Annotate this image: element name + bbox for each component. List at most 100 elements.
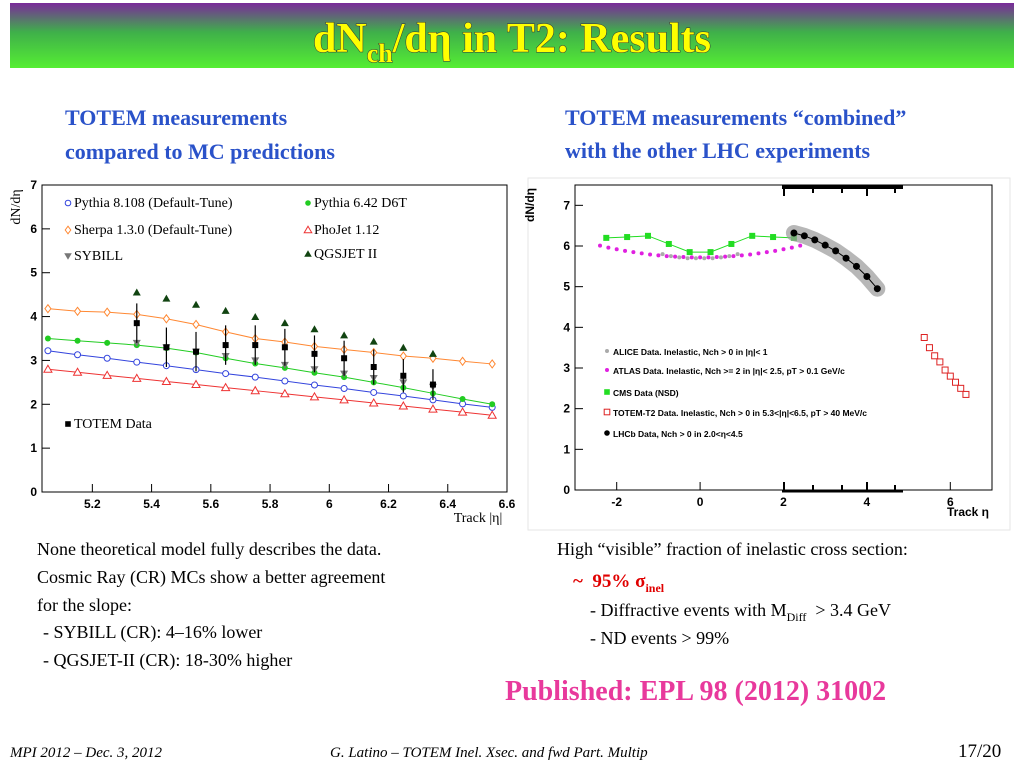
legend-label: ALICE Data. Inelastic, Nch > 0 in |η|< 1 — [613, 347, 768, 357]
heading: compared to MC predictions — [65, 139, 335, 164]
data-point — [873, 285, 881, 293]
text-part: - Diffractive events with M — [590, 600, 787, 620]
data-point — [399, 392, 407, 400]
data-point — [665, 240, 672, 247]
data-point — [821, 241, 829, 249]
text-line: Cosmic Ray (CR) MCs show a better agreem… — [37, 567, 385, 588]
legend-label: CMS Data (NSD) — [613, 388, 679, 398]
x-tick-label: 5.2 — [84, 497, 101, 511]
y-tick-label: 0 — [563, 483, 570, 497]
y-tick-label: 6 — [30, 222, 37, 236]
x-tick-label: 2 — [780, 495, 787, 509]
data-point — [863, 273, 871, 280]
y-axis-label: dN/dη — [9, 189, 24, 224]
data-point — [644, 232, 651, 239]
publication: Published: EPL 98 (2012) 31002 — [505, 676, 886, 707]
y-axis-label: dN/dη — [523, 188, 537, 222]
data-point — [280, 388, 290, 398]
data-point — [946, 372, 954, 380]
data-point — [962, 390, 970, 398]
data-point — [281, 344, 288, 351]
data-point — [756, 251, 761, 256]
data-point — [133, 358, 141, 366]
data-point — [735, 252, 740, 257]
y-tick-label: 2 — [563, 402, 570, 416]
x-tick-label: 0 — [697, 495, 704, 509]
data-point — [811, 236, 819, 244]
title-bar — [10, 3, 1014, 68]
legend-label: Pythia 6.42 D6T — [314, 196, 407, 211]
data-point — [220, 382, 231, 392]
data-point — [163, 344, 170, 351]
footer-left: MPI 2012 – Dec. 3, 2012 — [9, 745, 163, 761]
data-point — [689, 255, 694, 260]
legend-swatch — [305, 200, 311, 206]
data-point — [459, 396, 466, 403]
text-line: - Diffractive events with MDiff > 3.4 Ge… — [590, 600, 891, 624]
legend-label: QGSJET II — [314, 247, 377, 262]
y-tick-label: 6 — [563, 239, 570, 253]
title-sub: ch — [367, 39, 394, 68]
left-text: None theoretical model fully describes t… — [37, 539, 385, 671]
data-point — [798, 243, 803, 248]
data-point — [251, 373, 259, 381]
data-point — [280, 319, 289, 327]
data-point — [131, 373, 142, 382]
data-point — [842, 254, 850, 262]
data-point — [727, 254, 732, 259]
text-line: - QGSJET-II (CR): 18-30% higher — [43, 650, 292, 671]
legend-label: Sherpa 1.3.0 (Default-Tune) — [74, 223, 232, 238]
data-point — [310, 381, 318, 389]
data-point — [457, 407, 468, 416]
data-point — [728, 240, 735, 247]
data-point — [710, 256, 715, 261]
text-line: - SYBILL (CR): 4–16% lower — [43, 622, 262, 643]
y-tick-label: 2 — [30, 397, 37, 411]
data-point — [72, 367, 83, 376]
legend-swatch — [605, 349, 609, 353]
data-point — [251, 313, 260, 321]
x-tick-label: 6.6 — [499, 497, 516, 511]
data-point — [698, 255, 703, 260]
legend-swatch — [605, 368, 609, 372]
data-point — [309, 391, 320, 401]
data-point — [487, 410, 498, 419]
data-point — [133, 320, 140, 327]
data-point — [748, 252, 753, 257]
data-point — [222, 342, 229, 349]
y-tick-label: 0 — [30, 485, 37, 499]
data-point — [340, 331, 349, 339]
heading: with the other LHC experiments — [565, 138, 871, 163]
data-point — [192, 300, 201, 308]
title-rest: /dη in T2: Results — [392, 16, 711, 62]
data-point — [648, 252, 653, 257]
y-tick-label: 4 — [563, 320, 570, 334]
data-point — [614, 247, 619, 252]
legend-swatch — [304, 250, 312, 257]
data-point — [102, 370, 113, 379]
data-point — [686, 249, 693, 256]
data-point — [723, 254, 728, 259]
data-point — [44, 303, 52, 314]
data-point — [103, 354, 111, 362]
data-point — [162, 294, 171, 302]
data-point — [339, 394, 349, 404]
data-point — [191, 379, 201, 389]
data-point — [773, 248, 778, 253]
data-point — [370, 388, 378, 396]
fraction: ~ 95% σinel — [573, 571, 665, 595]
data-point — [398, 401, 409, 410]
data-point — [370, 364, 377, 371]
data-point — [252, 342, 259, 349]
data-point — [706, 255, 711, 260]
x-tick-label: 6.2 — [380, 497, 397, 511]
legend-label: TOTEM Data — [74, 417, 153, 432]
data-point — [739, 253, 744, 258]
data-point — [606, 245, 611, 250]
series-line — [47, 308, 493, 365]
x-tick-label: 6 — [947, 495, 954, 509]
series-line — [47, 368, 493, 416]
y-tick-label: 3 — [563, 361, 570, 375]
legend-swatch — [64, 253, 72, 260]
